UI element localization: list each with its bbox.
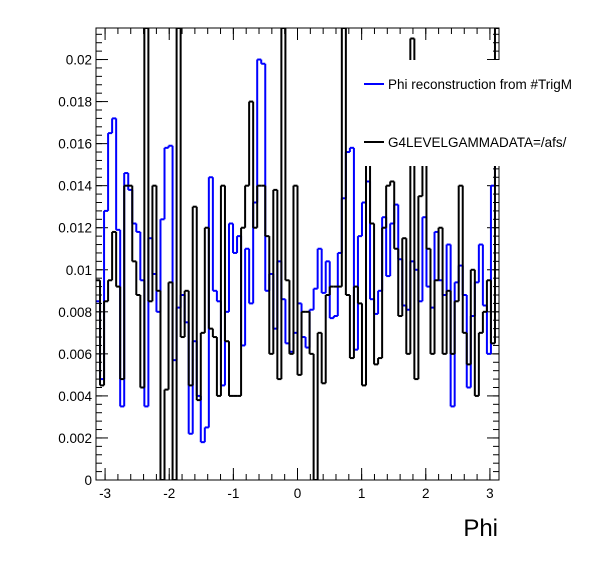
- x-axis-title: Phi: [463, 515, 498, 542]
- y-tick-label: 0.006: [58, 347, 92, 362]
- x-tick-label: -2: [163, 486, 175, 501]
- y-tick-label: 0.01: [66, 263, 92, 278]
- y-tick-label: 0.016: [58, 137, 92, 152]
- y-tick-label: 0.012: [58, 221, 92, 236]
- x-tick-label: -1: [227, 486, 239, 501]
- y-axis: 0 0.002 0.004 0.006 0.008 0.01 0.012 0.014 0.016…: [58, 33, 499, 488]
- x-tick-label: 3: [486, 486, 494, 501]
- legend-label-1: G4LEVELGAMMADATA=/afs/: [388, 135, 567, 150]
- x-axis: -3 -2 -1 0 1 2 3: [99, 28, 494, 501]
- plot-area: [96, 28, 499, 480]
- y-tick-label: 0.02: [66, 53, 92, 68]
- y-tick-label: 0.018: [58, 95, 92, 110]
- y-tick-label: 0.014: [58, 179, 92, 194]
- x-tick-label: 0: [294, 486, 302, 501]
- legend-label-0: Phi reconstruction from #TrigM: [388, 77, 572, 92]
- series-1: [96, 28, 499, 480]
- y-tick-label: 0.008: [58, 305, 92, 320]
- x-tick-label: 1: [358, 486, 366, 501]
- legend-box: [358, 60, 596, 166]
- y-tick-label: 0.002: [58, 431, 92, 446]
- x-tick-label: 2: [422, 486, 430, 501]
- plot-frame: [95, 27, 500, 481]
- y-tick-label: 0: [84, 473, 92, 488]
- x-tick-label: -3: [99, 486, 111, 501]
- y-tick-label: 0.004: [58, 389, 92, 404]
- legend: Phi reconstruction from #TrigM G4LEVELGA…: [358, 60, 596, 166]
